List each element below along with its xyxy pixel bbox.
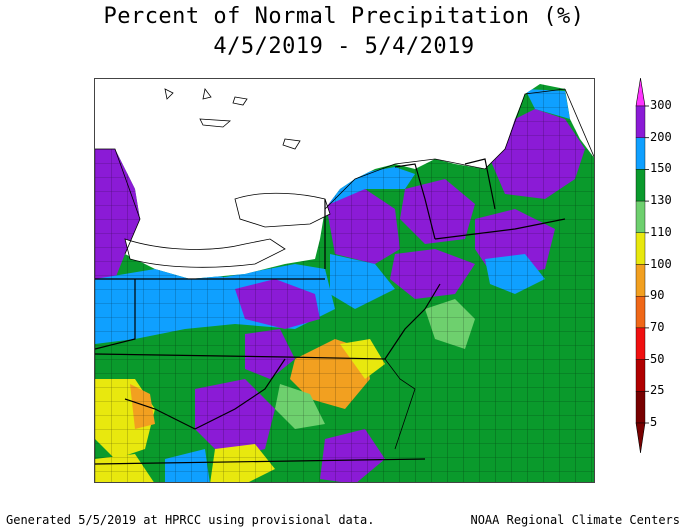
legend-label: 50 <box>650 351 665 366</box>
legend-label: 5 <box>650 415 658 429</box>
great-lakes <box>124 192 331 268</box>
legend-swatch <box>635 359 646 392</box>
legend-label: 130 <box>650 193 672 208</box>
generation-note: Generated 5/5/2019 at HPRCC using provis… <box>6 513 375 527</box>
source-credit: NOAA Regional Climate Centers <box>470 513 680 527</box>
map-title: Percent of Normal Precipitation (%) <box>103 4 585 29</box>
legend-swatch <box>635 137 646 170</box>
color-legend <box>628 77 688 458</box>
legend-swatch <box>635 105 646 138</box>
legend-swatch <box>635 327 646 360</box>
precipitation-map <box>94 78 595 483</box>
legend-top-arrow <box>635 77 646 107</box>
legend-bottom-arrow <box>635 422 646 454</box>
map-date-range: 4/5/2019 - 5/4/2019 <box>213 34 475 59</box>
coastline <box>95 88 594 450</box>
legend-label: 200 <box>650 129 672 144</box>
legend-label: 90 <box>650 288 665 303</box>
map-canvas <box>95 79 594 482</box>
islands <box>164 88 301 150</box>
legend-swatch <box>635 232 646 265</box>
legend-label: 300 <box>650 98 672 112</box>
legend-label: 100 <box>650 256 672 271</box>
legend-swatch <box>635 264 646 297</box>
state-borders <box>95 158 566 465</box>
legend-swatch <box>635 391 646 424</box>
legend-label: 70 <box>650 319 665 334</box>
legend-label: 150 <box>650 161 672 176</box>
legend-label: 110 <box>650 224 672 239</box>
legend-scale <box>635 77 649 454</box>
legend-swatch <box>635 295 646 329</box>
legend-swatch <box>635 169 646 202</box>
legend-label: 25 <box>650 383 665 398</box>
legend-swatch <box>635 200 646 233</box>
